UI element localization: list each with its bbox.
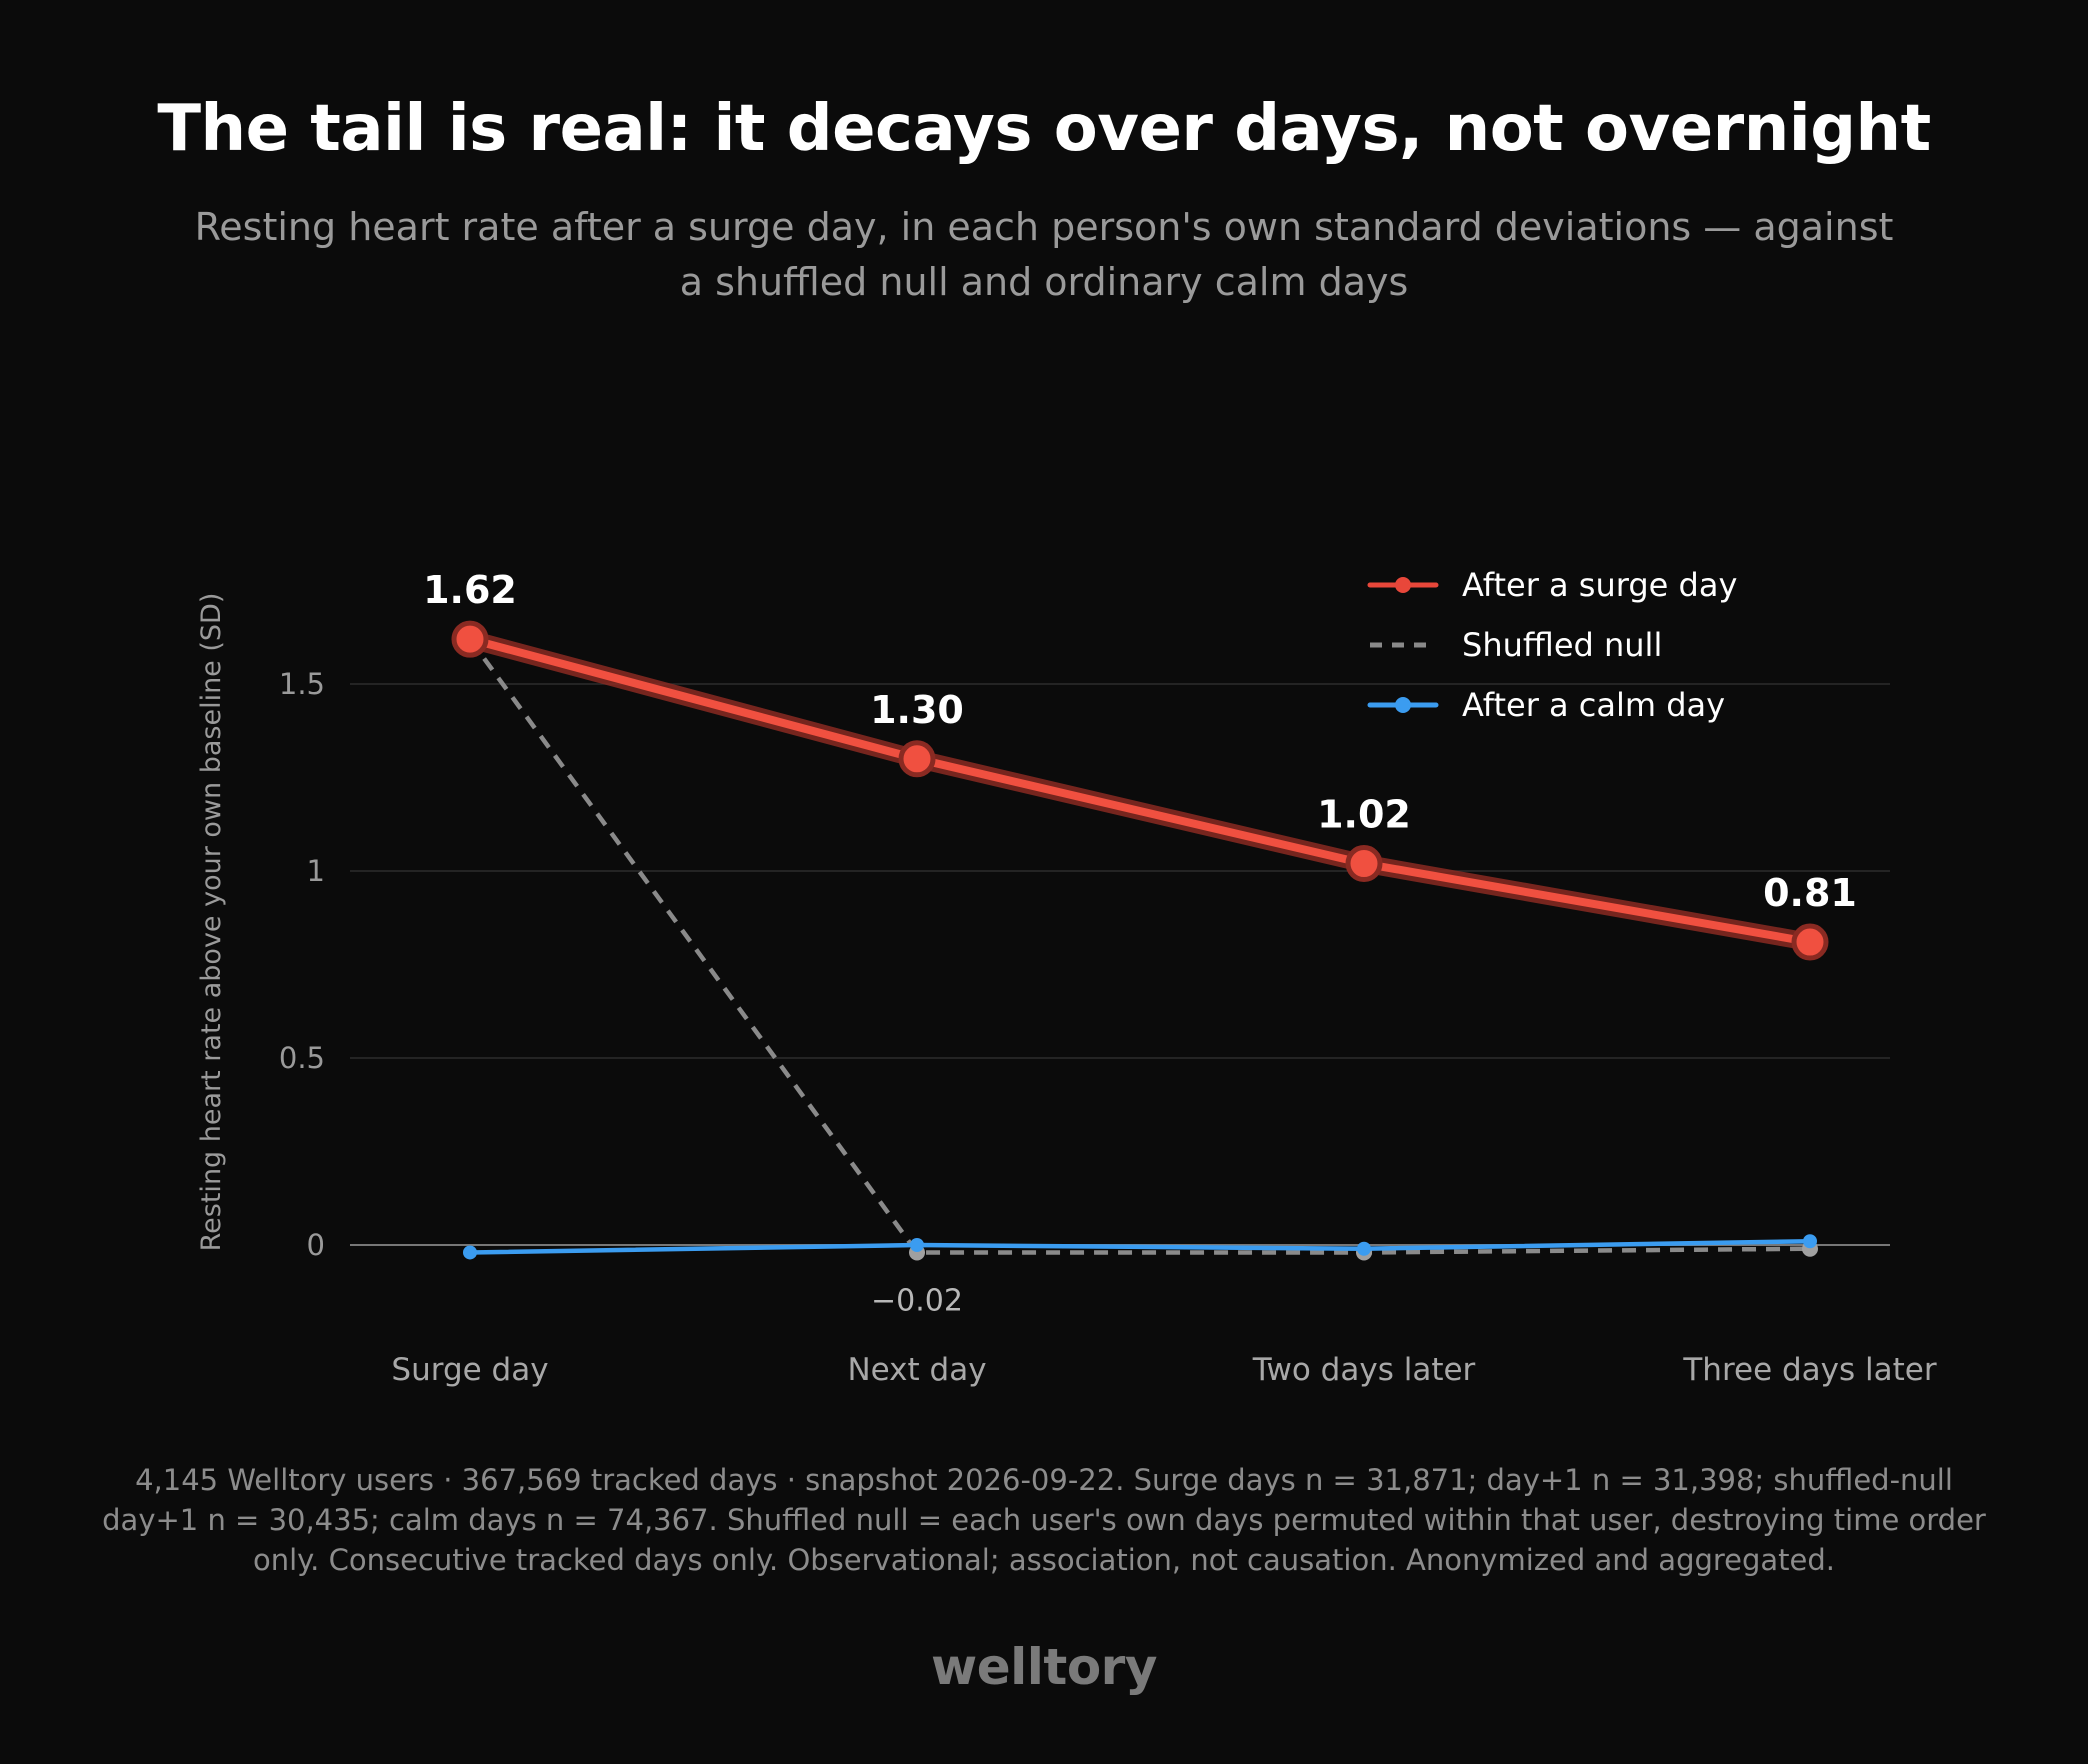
y-tick-label: 1.5 (279, 667, 325, 701)
x-tick-label: Surge day (391, 1352, 548, 1388)
series-line-shuffled-null (468, 637, 1811, 1255)
series-line-calm-day (469, 1239, 1811, 1255)
legend: After a surge day Shuffled null After a ca… (1367, 566, 1737, 724)
legend-marker (1395, 697, 1411, 713)
legend-label: After a surge day (1462, 566, 1737, 604)
data-label-surge-day: 1.62 (423, 568, 517, 612)
legend-label: Shuffled null (1462, 626, 1662, 664)
welltory-logo: welltory (931, 1638, 1157, 1696)
x-tick-label: Two days later (1252, 1352, 1476, 1388)
point-calm-day (910, 1238, 924, 1252)
point-calm-day (463, 1245, 477, 1260)
x-axis: Surge day Next day Two days later Three day… (391, 1352, 1936, 1388)
legend-item: Shuffled null (1370, 626, 1662, 664)
legend-label: After a calm day (1462, 686, 1725, 724)
y-axis: 0 0.5 1 1.5 (279, 667, 325, 1262)
data-labels: 1.62 1.30 1.02 0.81 −0.02 (423, 568, 1857, 1318)
series-surge-day (451, 620, 1829, 961)
chart-title: The tail is real: it decays over days, n… (157, 92, 1931, 166)
point-calm-day (1357, 1241, 1371, 1256)
point-surge-day (451, 620, 489, 658)
legend-marker (1395, 577, 1411, 593)
gridlines (350, 683, 1890, 1246)
x-tick-label: Next day (847, 1352, 986, 1388)
point-surge-day (1345, 845, 1383, 883)
y-tick-label: 0.5 (279, 1041, 325, 1075)
point-surge-day (1791, 923, 1829, 961)
chart-subtitle: Resting heart rate after a surge day, in… (194, 205, 1894, 304)
series-layer (451, 620, 1829, 1261)
y-tick-label: 0 (307, 1228, 325, 1262)
series-calm-day (463, 1234, 1817, 1260)
point-calm-day (1803, 1234, 1817, 1249)
legend-item: After a calm day (1367, 686, 1725, 724)
point-surge-day (898, 740, 936, 778)
data-label-shuffled-null: −0.02 (871, 1283, 963, 1318)
y-axis-label: Resting heart rate above your own baseli… (196, 593, 227, 1252)
series-line-surge-day (466, 635, 1814, 947)
data-label-surge-day: 1.30 (870, 688, 964, 732)
x-tick-label: Three days later (1682, 1352, 1937, 1388)
y-tick-label: 1 (307, 854, 325, 888)
data-label-surge-day: 1.02 (1317, 793, 1411, 837)
line-chart: 0 0.5 1 1.5 Surge day Next day Two days later… (196, 566, 1937, 1388)
data-label-surge-day: 0.81 (1763, 871, 1857, 915)
legend-item: After a surge day (1367, 566, 1737, 604)
footnote: 4,145 Welltory users · 367,569 tracked d… (102, 1463, 1986, 1577)
series-shuffled-null (468, 637, 1818, 1261)
